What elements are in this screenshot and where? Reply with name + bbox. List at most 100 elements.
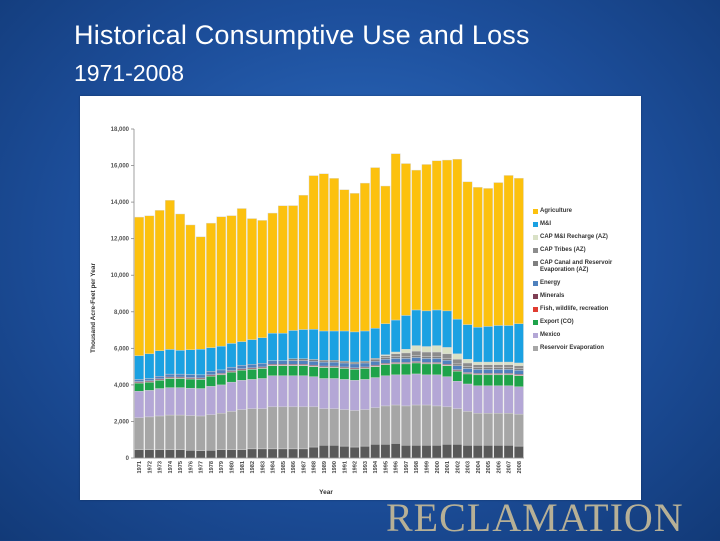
bar-segment-2007-1 (504, 413, 513, 445)
bar-segment-1986-6 (288, 361, 297, 365)
bar-stack-1985 (278, 206, 287, 458)
legend-item: Reservoir Evaporation (533, 345, 637, 352)
legend-swatch (533, 235, 538, 240)
bar-segment-2005-7 (483, 368, 492, 370)
bar-segment-2000-6 (432, 358, 441, 362)
bar-segment-1980-2 (227, 382, 236, 411)
bar-stack-1983 (258, 220, 267, 458)
bar-segment-2004-1 (473, 413, 482, 445)
legend-item: Minerals (533, 293, 637, 300)
x-tick-label: 1996 (394, 461, 400, 473)
bar-segment-1998-11 (412, 170, 421, 310)
y-tick-label: 0 (126, 456, 130, 462)
bar-segment-1990-1 (330, 409, 339, 446)
bar-stack-1997 (401, 164, 410, 458)
legend-label: M&I (540, 221, 551, 228)
legend-label: Mexico (540, 332, 560, 339)
bar-segment-1983-3 (258, 368, 267, 378)
bar-segment-1980-1 (227, 411, 236, 449)
bar-segment-1974-10 (165, 349, 174, 374)
y-tick-label: 12,000 (111, 237, 130, 243)
bar-segment-1975-11 (176, 214, 185, 350)
bar-segment-1998-10 (412, 310, 421, 346)
bar-segment-1983-11 (258, 220, 267, 337)
bar-segment-1973-10 (155, 351, 164, 377)
bar-segment-1974-1 (165, 415, 174, 450)
bar-segment-1999-7 (422, 357, 431, 359)
bar-stack-1991 (340, 190, 349, 458)
bar-segment-1995-10 (381, 324, 390, 355)
bar-segment-1992-1 (350, 410, 359, 447)
bar-segment-1984-10 (268, 333, 277, 360)
bar-segment-2000-2 (432, 375, 441, 406)
x-tick-label: 2000 (435, 461, 441, 473)
legend-swatch (533, 261, 538, 266)
bar-segment-2005-6 (483, 369, 492, 373)
bar-segment-1985-2 (278, 376, 287, 407)
bar-segment-2005-10 (483, 326, 492, 362)
bar-segment-1972-1 (145, 417, 154, 450)
bar-segment-2000-8 (432, 352, 441, 357)
bar-segment-1994-3 (371, 367, 380, 378)
legend-item: CAP M&I Recharge (AZ) (533, 234, 637, 241)
bar-segment-1997-6 (401, 358, 410, 362)
bar-segment-2001-2 (442, 377, 451, 407)
bar-segment-1988-2 (309, 377, 318, 407)
bar-segment-2001-10 (442, 311, 451, 348)
x-tick-label: 2002 (455, 461, 461, 473)
bar-segment-1988-7 (309, 359, 318, 361)
bar-segment-1995-7 (381, 357, 390, 359)
legend-swatch (533, 320, 538, 325)
bar-segment-1989-10 (319, 331, 328, 360)
bar-segment-2007-7 (504, 368, 513, 370)
x-tick-label: 2007 (507, 461, 513, 473)
bar-segment-1989-6 (319, 362, 328, 366)
bar-segment-1996-1 (391, 405, 400, 443)
bar-segment-1974-0 (165, 450, 174, 458)
bar-segment-1980-11 (227, 216, 236, 344)
x-tick-label: 1971 (137, 461, 143, 473)
x-tick-label: 1977 (199, 461, 205, 473)
bar-segment-2002-7 (453, 364, 462, 366)
bar-segment-2002-3 (453, 371, 462, 381)
bar-stack-1975 (176, 214, 185, 458)
bar-stack-2002 (453, 159, 462, 458)
x-tick-label: 1997 (404, 461, 410, 473)
bar-segment-1994-1 (371, 408, 380, 445)
legend-label: CAP M&I Recharge (AZ) (540, 234, 608, 241)
bar-segment-2007-11 (504, 175, 513, 325)
bar-segment-2008-2 (514, 387, 523, 414)
bar-segment-1984-2 (268, 376, 277, 407)
bar-segment-1988-1 (309, 407, 318, 447)
x-tick-label: 1998 (414, 461, 420, 473)
bar-segment-1997-1 (401, 406, 410, 445)
bar-segment-1998-2 (412, 374, 421, 405)
bar-segment-1975-1 (176, 415, 185, 450)
bar-segment-2003-3 (463, 374, 472, 384)
x-tick-label: 1981 (240, 461, 246, 473)
bar-segment-1979-11 (217, 217, 226, 346)
x-tick-label: 1988 (312, 461, 318, 473)
bar-segment-2001-6 (442, 360, 451, 364)
bar-segment-1972-6 (145, 378, 154, 380)
bar-segment-1976-6 (186, 374, 195, 377)
bar-segment-2005-3 (483, 375, 492, 386)
bar-segment-2006-7 (494, 368, 503, 370)
bar-segment-1976-3 (186, 379, 195, 388)
bar-segment-2004-10 (473, 327, 482, 362)
bar-segment-1982-3 (247, 369, 256, 379)
legend-swatch (533, 248, 538, 253)
bar-segment-1988-0 (309, 447, 318, 458)
x-tick-label: 1972 (147, 461, 153, 473)
legend-label: Fish, wildlife, recreation (540, 306, 608, 313)
bar-segment-1988-10 (309, 329, 318, 359)
bar-segment-1988-11 (309, 176, 318, 330)
bar-segment-1990-3 (330, 368, 339, 379)
bar-segment-1972-3 (145, 382, 154, 390)
x-tick-label: 1985 (281, 461, 287, 473)
bar-segment-1993-2 (360, 379, 369, 409)
bar-segment-1998-6 (412, 357, 421, 361)
bar-segment-2000-10 (432, 310, 441, 346)
